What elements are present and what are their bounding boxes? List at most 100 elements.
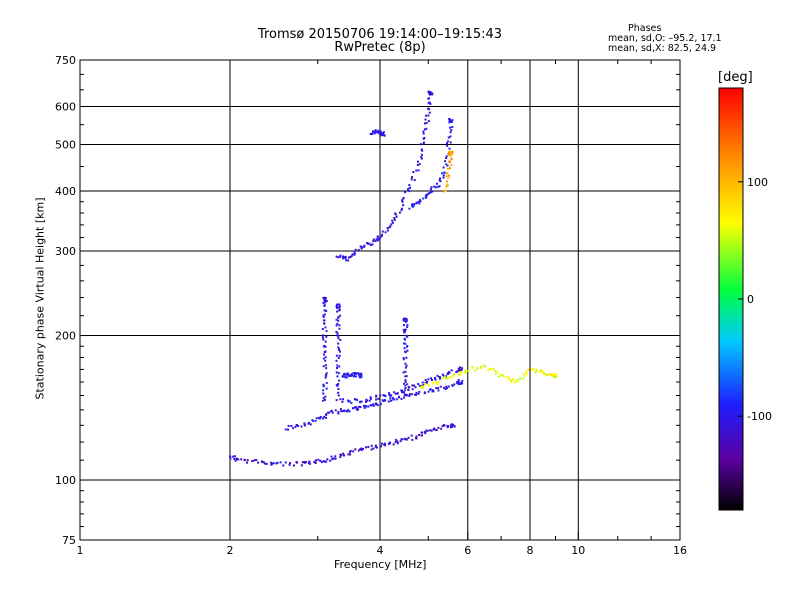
data-point (458, 368, 461, 371)
data-point (428, 90, 431, 93)
data-point (308, 421, 311, 424)
data-point (372, 238, 375, 241)
data-point (364, 446, 367, 449)
data-point (345, 373, 348, 376)
data-point (473, 369, 476, 372)
data-point (448, 117, 451, 120)
data-point (390, 394, 393, 397)
data-point (516, 379, 519, 382)
data-point (449, 131, 452, 134)
data-point (402, 358, 405, 361)
data-point (372, 404, 375, 407)
data-point (323, 398, 326, 401)
data-point (423, 136, 426, 139)
data-point (231, 455, 234, 458)
data-point (438, 377, 441, 380)
data-point (284, 461, 287, 464)
data-point (381, 233, 384, 236)
data-point (433, 428, 436, 431)
data-point (424, 383, 427, 386)
data-point (337, 388, 340, 391)
data-point (449, 426, 452, 429)
data-point (436, 182, 439, 185)
data-point (389, 397, 392, 400)
y-tick-label: 100 (55, 474, 76, 487)
data-point (530, 368, 533, 371)
data-point (337, 346, 340, 349)
data-point (390, 223, 393, 226)
data-point (488, 367, 491, 370)
data-point (422, 383, 425, 386)
data-point (240, 458, 243, 461)
data-point (427, 383, 430, 386)
data-point (525, 371, 528, 374)
data-point (363, 244, 366, 247)
data-point (445, 142, 448, 145)
data-point (429, 188, 432, 191)
data-point (404, 370, 407, 373)
data-point (337, 342, 340, 345)
data-point (443, 171, 446, 174)
data-point (459, 382, 462, 385)
data-point (404, 393, 407, 396)
data-point (372, 447, 375, 450)
data-point (376, 404, 379, 407)
data-point (553, 373, 556, 376)
data-point (401, 389, 404, 392)
data-point (519, 377, 522, 380)
data-point (404, 362, 407, 365)
data-point (507, 378, 510, 381)
data-point (418, 202, 421, 205)
data-point (338, 354, 341, 357)
data-point (406, 325, 409, 328)
data-point (319, 415, 322, 418)
data-point (480, 367, 483, 370)
data-point (490, 368, 493, 371)
data-point (321, 336, 324, 339)
colorbar-tick-label: 0 (747, 293, 754, 306)
data-point (415, 435, 418, 438)
data-point (388, 392, 391, 395)
data-point (325, 335, 328, 338)
data-point (471, 365, 474, 368)
data-point (408, 393, 411, 396)
data-point (342, 255, 345, 258)
data-point (427, 390, 430, 393)
data-point (448, 120, 451, 123)
data-point (321, 328, 324, 331)
data-point (403, 347, 406, 350)
data-point (323, 297, 326, 300)
data-point (447, 140, 450, 143)
data-point (405, 393, 408, 396)
data-point (404, 375, 407, 378)
data-point (403, 389, 406, 392)
data-point (388, 393, 391, 396)
data-point (294, 425, 297, 428)
data-point (357, 248, 360, 251)
data-point (420, 153, 423, 156)
chart-subtitle: RwPretec (8p) (334, 40, 426, 55)
data-point (442, 190, 445, 193)
data-point (380, 235, 383, 238)
data-point (400, 207, 403, 210)
data-point (408, 190, 411, 193)
data-point (510, 379, 513, 382)
data-point (324, 364, 327, 367)
data-point (453, 425, 456, 428)
data-point (339, 398, 342, 401)
data-point (534, 371, 537, 374)
data-point (404, 320, 407, 323)
data-point (292, 427, 295, 430)
data-point (405, 345, 408, 348)
data-point (446, 167, 449, 170)
data-point (360, 400, 363, 403)
data-point (401, 199, 404, 202)
data-point (399, 440, 402, 443)
data-point (411, 393, 414, 396)
data-point (417, 392, 420, 395)
data-point (376, 235, 379, 238)
data-point (347, 400, 350, 403)
data-point (428, 108, 431, 111)
data-point (369, 132, 372, 135)
